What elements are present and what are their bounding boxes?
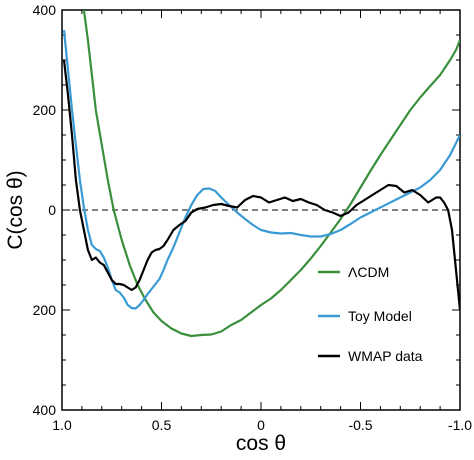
legend-label: Toy Model xyxy=(348,308,412,324)
series-line-0 xyxy=(82,10,460,338)
series-line-2 xyxy=(62,59,460,311)
y-tick-label: 200 xyxy=(33,302,57,318)
axis-ticks xyxy=(61,9,461,411)
x-tick-label: -1.0 xyxy=(448,417,472,433)
y-tick-label: 400 xyxy=(33,402,57,418)
x-tick-label: 0.5 xyxy=(152,417,172,433)
x-tick-label: -0.5 xyxy=(348,417,372,433)
series-line-1 xyxy=(62,29,460,310)
legend: ΛCDM Toy Model WMAP data xyxy=(318,264,423,364)
series-layer xyxy=(62,10,460,338)
legend-label: WMAP data xyxy=(348,348,423,364)
y-tick-label: 0 xyxy=(48,202,56,218)
legend-label: ΛCDM xyxy=(348,264,389,280)
y-tick-label: 200 xyxy=(33,102,57,118)
x-tick-label: 1.0 xyxy=(52,417,72,433)
y-axis-label: C(cos θ) xyxy=(4,170,27,249)
x-axis-label: cos θ xyxy=(236,432,286,455)
x-tick-label: 0 xyxy=(257,417,265,433)
y-tick-label: 400 xyxy=(33,2,57,18)
